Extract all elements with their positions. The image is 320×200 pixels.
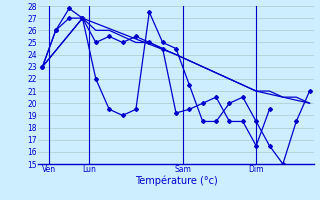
X-axis label: Température (°c): Température (°c): [135, 176, 217, 186]
